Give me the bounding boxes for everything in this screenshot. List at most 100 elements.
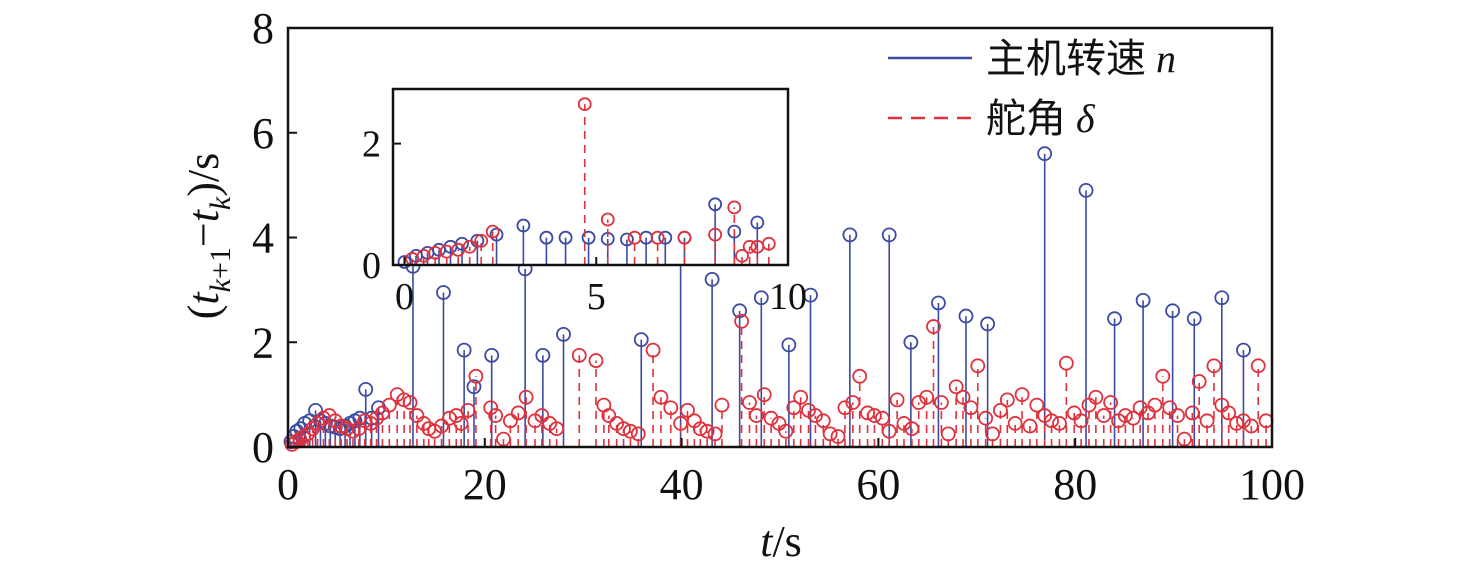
marker-2-117 [1155, 368, 1171, 384]
y-tick-label-3: 6 [252, 109, 274, 158]
marker-2-35 [502, 413, 518, 429]
x-tick-label-4: 80 [1053, 460, 1097, 509]
marker-1-43 [1135, 292, 1151, 308]
marker-1-37 [931, 295, 946, 311]
marker-1-34 [842, 227, 858, 243]
inset-marker-1-15 [658, 230, 673, 245]
marker-2-64 [763, 410, 779, 426]
marker-1-31 [753, 290, 769, 306]
marker-2-87 [933, 395, 949, 410]
marker-2-82 [896, 416, 912, 431]
marker-2-92 [970, 358, 986, 374]
inset-marker-2-18 [761, 236, 776, 251]
inset-x-tick-label-1: 5 [587, 276, 606, 318]
marker-2-74 [837, 400, 853, 416]
x-axis-label: t/s [760, 517, 802, 566]
marker-2-126 [1221, 405, 1237, 421]
marker-2-2 [292, 431, 308, 447]
marker-2-123 [1199, 413, 1215, 429]
marker-2-86 [926, 319, 941, 334]
inset-marker-2-7 [485, 224, 500, 239]
marker-2-0 [284, 436, 300, 452]
inset-y-tick-label-1: 2 [362, 124, 381, 166]
x-tick-label-3: 60 [856, 460, 900, 509]
inset-marker-2-11 [650, 230, 665, 245]
inset-marker-1-13 [620, 232, 634, 247]
marker-2-57 [699, 423, 715, 439]
marker-2-68 [793, 389, 809, 405]
marker-2-88 [940, 426, 956, 442]
marker-2-62 [748, 408, 764, 423]
marker-1-39 [980, 316, 996, 332]
inset-marker-2-6 [474, 233, 489, 248]
marker-2-112 [1117, 408, 1133, 423]
marker-2-5 [305, 421, 321, 437]
marker-1-40 [1037, 146, 1053, 162]
marker-2-29 [453, 416, 469, 431]
marker-2-45 [601, 408, 617, 423]
marker-2-66 [778, 423, 794, 439]
inset-marker-1-11 [581, 230, 596, 245]
marker-1-30 [732, 303, 748, 319]
marker-2-58 [707, 426, 723, 442]
inset-marker-2-12 [677, 230, 692, 245]
y-tick-label-1: 2 [252, 318, 274, 367]
marker-1-32 [781, 337, 797, 353]
marker-2-73 [830, 429, 846, 444]
marker-2-114 [1132, 400, 1148, 416]
marker-2-67 [786, 400, 802, 416]
marker-2-124 [1206, 358, 1222, 374]
marker-2-3 [296, 429, 312, 444]
marker-2-26 [434, 418, 449, 434]
marker-2-61 [742, 395, 757, 410]
marker-2-42 [571, 347, 587, 363]
marker-2-70 [808, 408, 823, 423]
series-2 [284, 313, 1274, 452]
inset-marker-2-10 [627, 230, 642, 245]
inset-plot: 0 5 10 0 2 [362, 87, 807, 318]
x-tick-label-0: 0 [277, 460, 299, 509]
inset-plot-frame [391, 87, 790, 267]
marker-1-44 [1165, 303, 1181, 319]
marker-2-104 [1058, 355, 1074, 371]
inset-marker-2-16 [742, 239, 757, 254]
marker-2-103 [1052, 416, 1067, 431]
inset-marker-1-19 [750, 215, 765, 230]
y-tick-label-2: 4 [252, 214, 274, 263]
marker-2-49 [630, 426, 646, 442]
marker-2-106 [1073, 413, 1089, 429]
legend-label-series-1: 主机转速 n [986, 36, 1176, 81]
marker-2-50 [645, 342, 661, 358]
marker-1-25 [535, 347, 551, 363]
marker-1-47 [1236, 342, 1251, 358]
x-tick-label-2: 40 [660, 460, 704, 509]
y-tick-label-0: 0 [252, 423, 274, 472]
marker-2-36 [510, 405, 526, 421]
marker-2-18 [381, 397, 397, 413]
marker-2-72 [822, 426, 838, 442]
marker-2-31 [468, 368, 484, 384]
marker-2-54 [680, 402, 695, 418]
marker-2-110 [1103, 395, 1119, 410]
y-tick-label-4: 8 [252, 4, 274, 53]
marker-1-27 [633, 332, 649, 348]
marker-2-118 [1162, 400, 1178, 416]
inset-marker-1-10 [558, 230, 573, 245]
marker-1-26 [556, 326, 571, 342]
marker-2-96 [999, 392, 1015, 408]
marker-2-4 [300, 426, 316, 442]
marker-1-35 [881, 227, 897, 243]
inset-marker-2-13 [708, 227, 723, 242]
marker-2-59 [714, 397, 730, 413]
marker-2-76 [852, 368, 868, 384]
marker-2-77 [860, 405, 875, 421]
marker-2-91 [963, 400, 979, 416]
inset-marker-2-5 [462, 239, 477, 254]
marker-2-1 [288, 434, 304, 450]
marker-2-43 [588, 353, 604, 368]
marker-2-95 [993, 402, 1008, 418]
marker-1-45 [1186, 311, 1202, 327]
marker-1-22 [466, 379, 482, 395]
legend-label-series-2: 舵角 δ [986, 96, 1096, 141]
